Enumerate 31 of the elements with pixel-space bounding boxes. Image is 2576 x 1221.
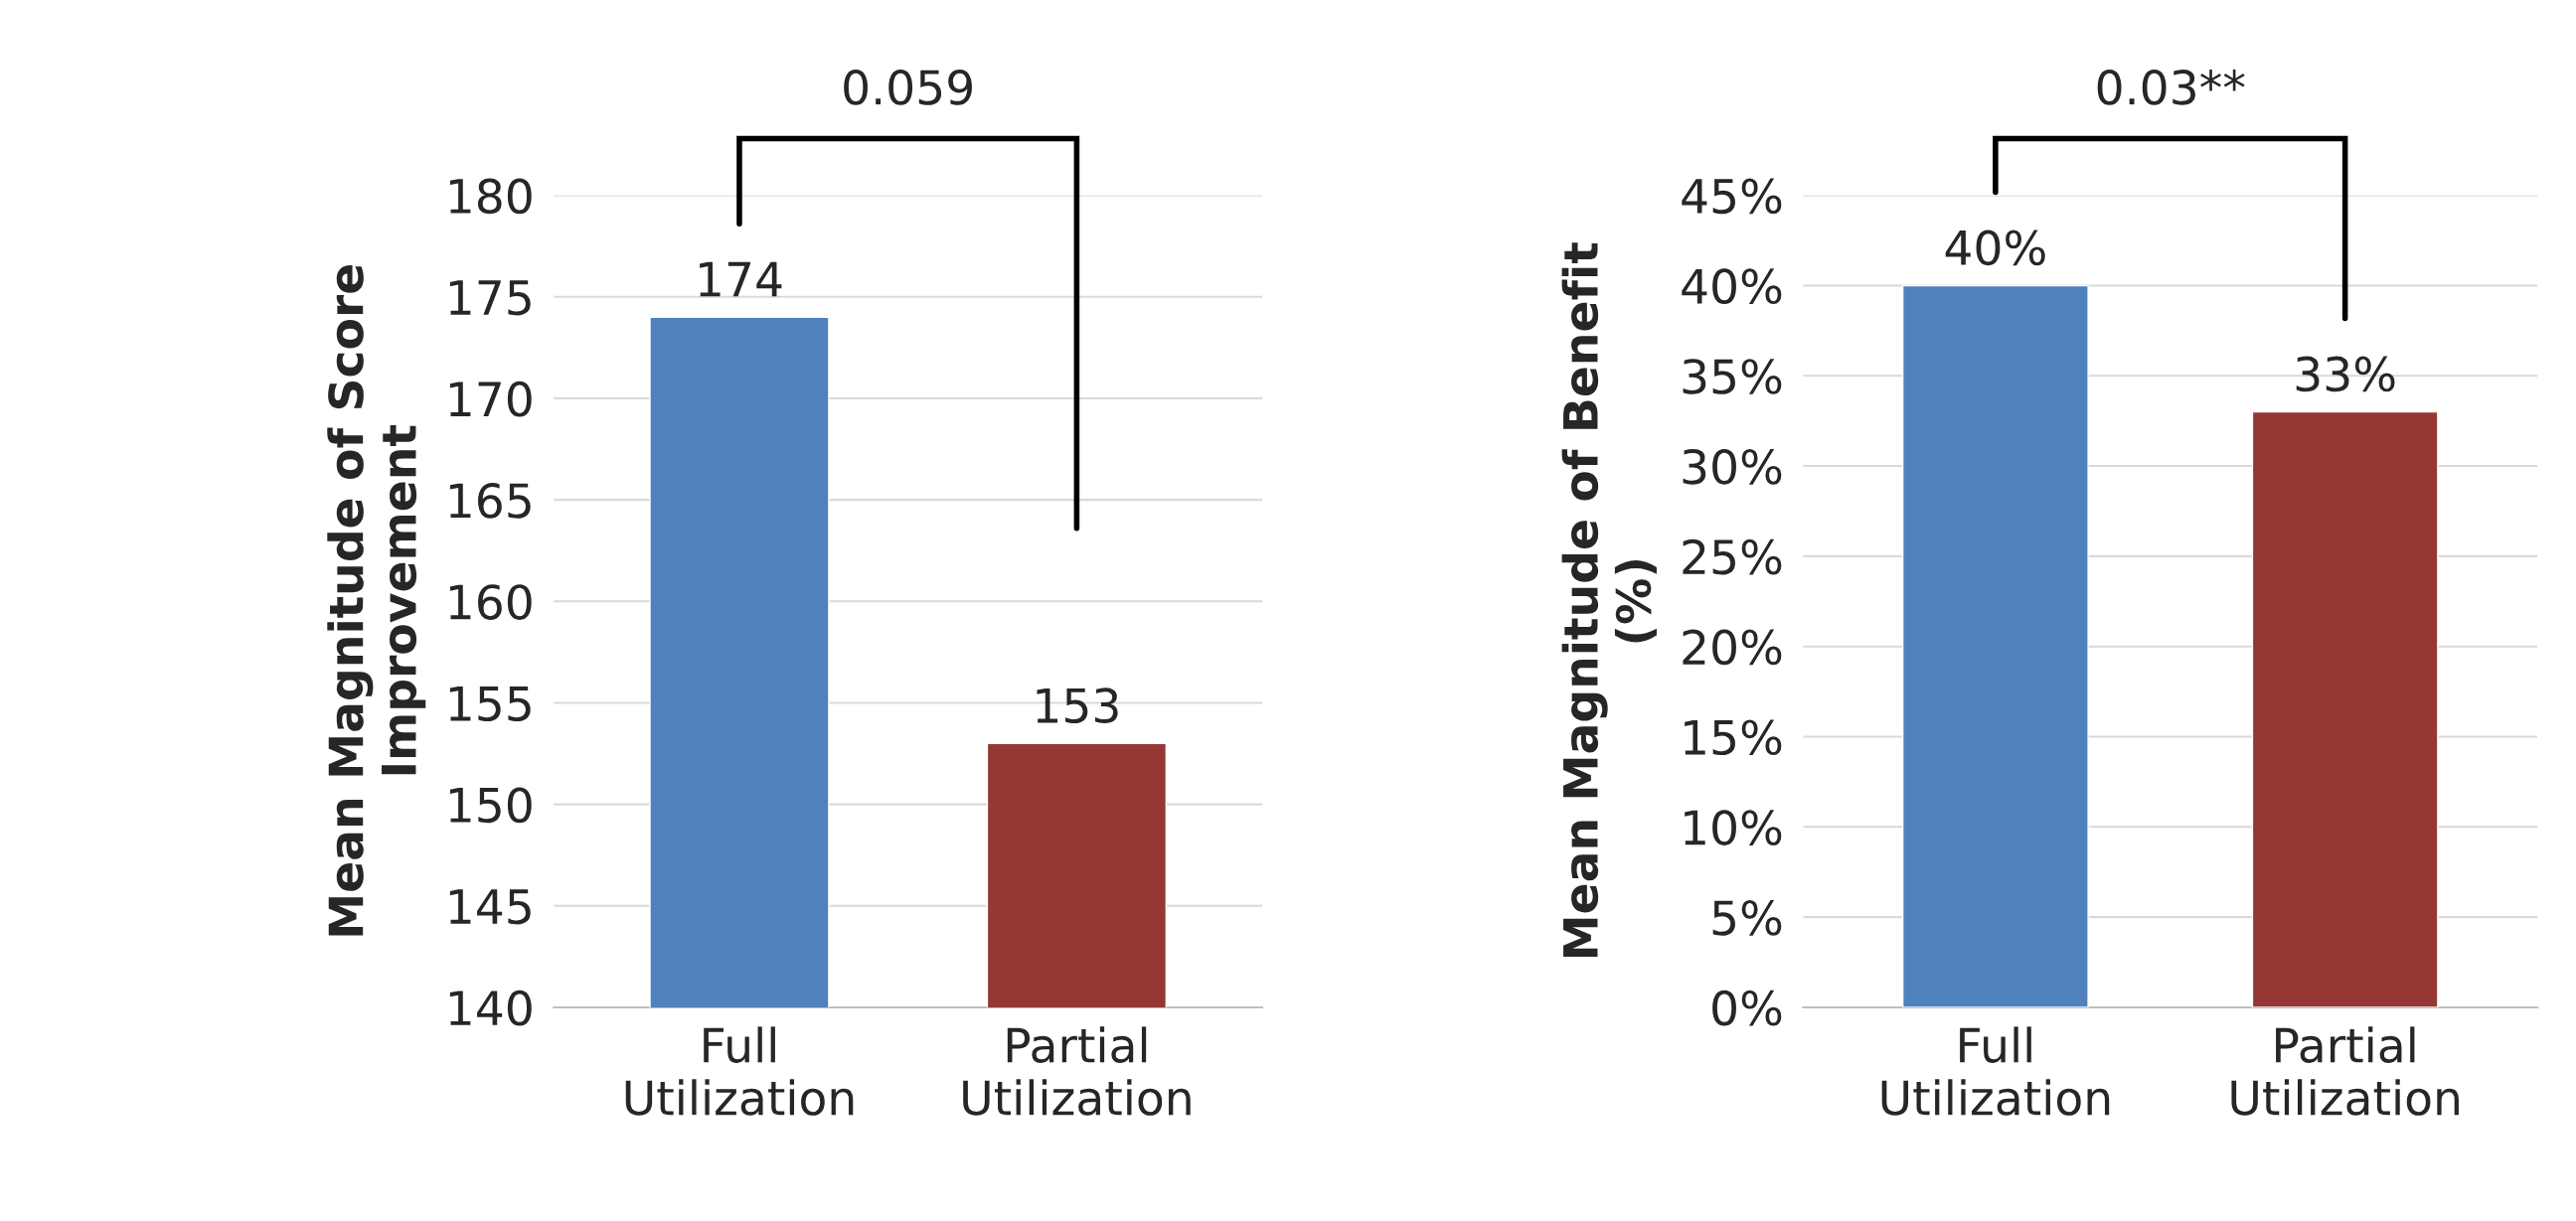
- y-tick-label: 155: [449, 686, 531, 722]
- y-tick-label: 160: [449, 584, 532, 620]
- y-tick-label: 180: [449, 178, 532, 215]
- y-tick-label: 45%: [1682, 178, 1782, 215]
- data-label: 174: [700, 261, 782, 297]
- y-tick-label: 150: [449, 787, 532, 824]
- data-label: 40%: [1945, 229, 2045, 266]
- y-tick-label: 175: [449, 280, 531, 316]
- y-axis-title: Mean Magnitude of Benefit (%): [1561, 242, 1657, 958]
- x-tick-label: Partial Utilization: [2231, 1026, 2459, 1116]
- y-tick-label: 40%: [1682, 268, 1782, 305]
- y-tick-label: 170: [449, 381, 532, 417]
- y-tick-label: 140: [449, 990, 532, 1026]
- y-tick-label: 165: [449, 483, 531, 519]
- y-tick-label: 145: [449, 889, 531, 925]
- data-label: 33%: [2296, 356, 2395, 392]
- y-tick-label: 35%: [1683, 359, 1782, 394]
- y-tick-label: 5%: [1712, 900, 1782, 936]
- y-tick-label: 10%: [1685, 810, 1782, 845]
- y-tick-label: 0%: [1712, 990, 1782, 1026]
- x-tick-label: Partial Utilization: [963, 1026, 1191, 1116]
- y-tick-label: 15%: [1685, 719, 1782, 756]
- y-tick-label: 30%: [1683, 448, 1782, 485]
- text: 0.03**: [2097, 70, 2245, 105]
- x-tick-label: Full Utilization: [1881, 1026, 2110, 1116]
- data-label: 153: [1037, 687, 1118, 724]
- x-tick-label: Full Utilization: [625, 1026, 854, 1116]
- y-tick-label: 25%: [1683, 538, 1782, 575]
- text: 0.059: [844, 70, 972, 105]
- y-tick-label: 20%: [1683, 629, 1782, 666]
- y-axis-title: Mean Magnitude of Score Improvement: [327, 265, 426, 936]
